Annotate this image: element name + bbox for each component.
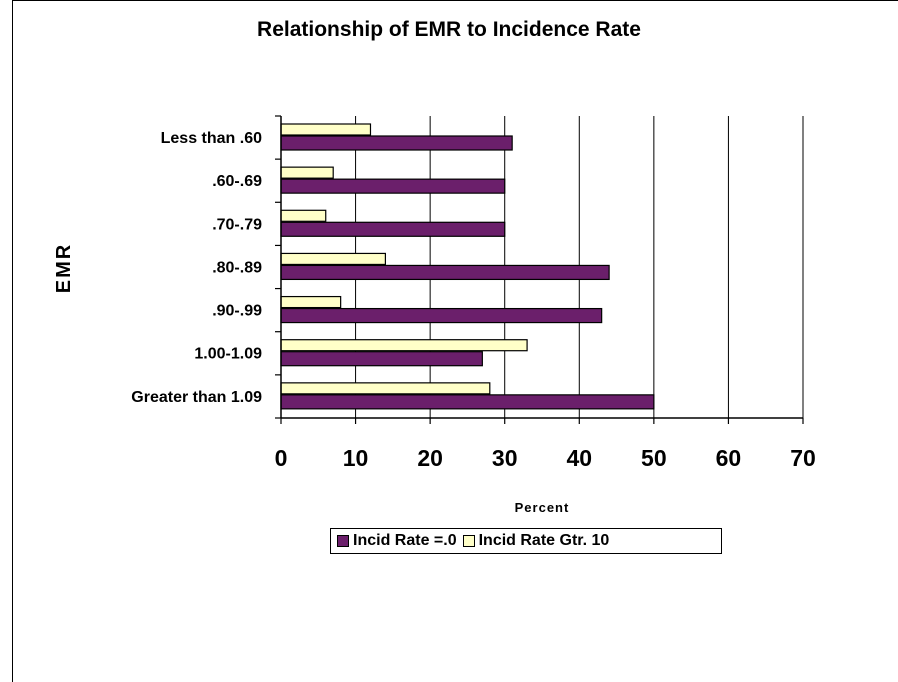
bar-series-2-4	[280, 295, 342, 309]
bar-series-1-1	[280, 178, 506, 194]
legend-swatch-series-2	[462, 535, 475, 547]
legend-item-series-2: Incid Rate Gtr. 10	[462, 532, 610, 550]
bar-series-1-2	[280, 221, 506, 237]
x-tick-label: 10	[343, 445, 369, 471]
chart-frame	[12, 0, 898, 682]
y-tick-label: .80-.89	[212, 259, 262, 276]
y-tick-label: .70-.79	[212, 216, 262, 233]
bar-series-2-1	[280, 166, 334, 179]
y-axis-label: EMR	[53, 243, 75, 293]
bar-series-1-4	[280, 307, 603, 324]
bar-series-2-0	[280, 123, 372, 136]
chart-legend: Incid Rate =.0 Incid Rate Gtr. 10	[330, 528, 722, 554]
x-tick-label: 40	[566, 445, 592, 471]
x-tick-label: 0	[275, 445, 288, 471]
bar-series-1-0	[280, 135, 513, 151]
x-tick-label: 70	[790, 445, 816, 471]
legend-label-series-2: Incid Rate Gtr. 10	[478, 532, 610, 549]
legend-item-series-1: Incid Rate =.0	[337, 532, 457, 550]
y-tick-label: 1.00-1.09	[194, 346, 262, 363]
x-tick-label: 50	[641, 445, 667, 471]
x-axis-label: Percent	[515, 500, 570, 515]
y-tick-label: Greater than 1.09	[131, 389, 262, 406]
y-tick-label: Less than .60	[161, 130, 262, 147]
y-tick-label: .60-.69	[212, 173, 262, 190]
y-tick-label: .90-.99	[212, 303, 262, 320]
bar-series-2-2	[280, 209, 327, 222]
bar-series-2-3	[280, 252, 387, 266]
bar-series-2-5	[280, 339, 528, 352]
legend-label-series-1: Incid Rate =.0	[353, 532, 457, 549]
bar-series-1-6	[280, 394, 655, 410]
x-tick-label: 20	[417, 445, 443, 471]
bar-series-1-3	[280, 264, 610, 281]
x-tick-label: 60	[716, 445, 742, 471]
chart-title: Relationship of EMR to Incidence Rate	[257, 18, 641, 41]
bar-series-1-5	[280, 351, 483, 367]
x-tick-label: 30	[492, 445, 518, 471]
bar-series-2-6	[280, 382, 491, 395]
legend-swatch-series-1	[337, 535, 349, 547]
